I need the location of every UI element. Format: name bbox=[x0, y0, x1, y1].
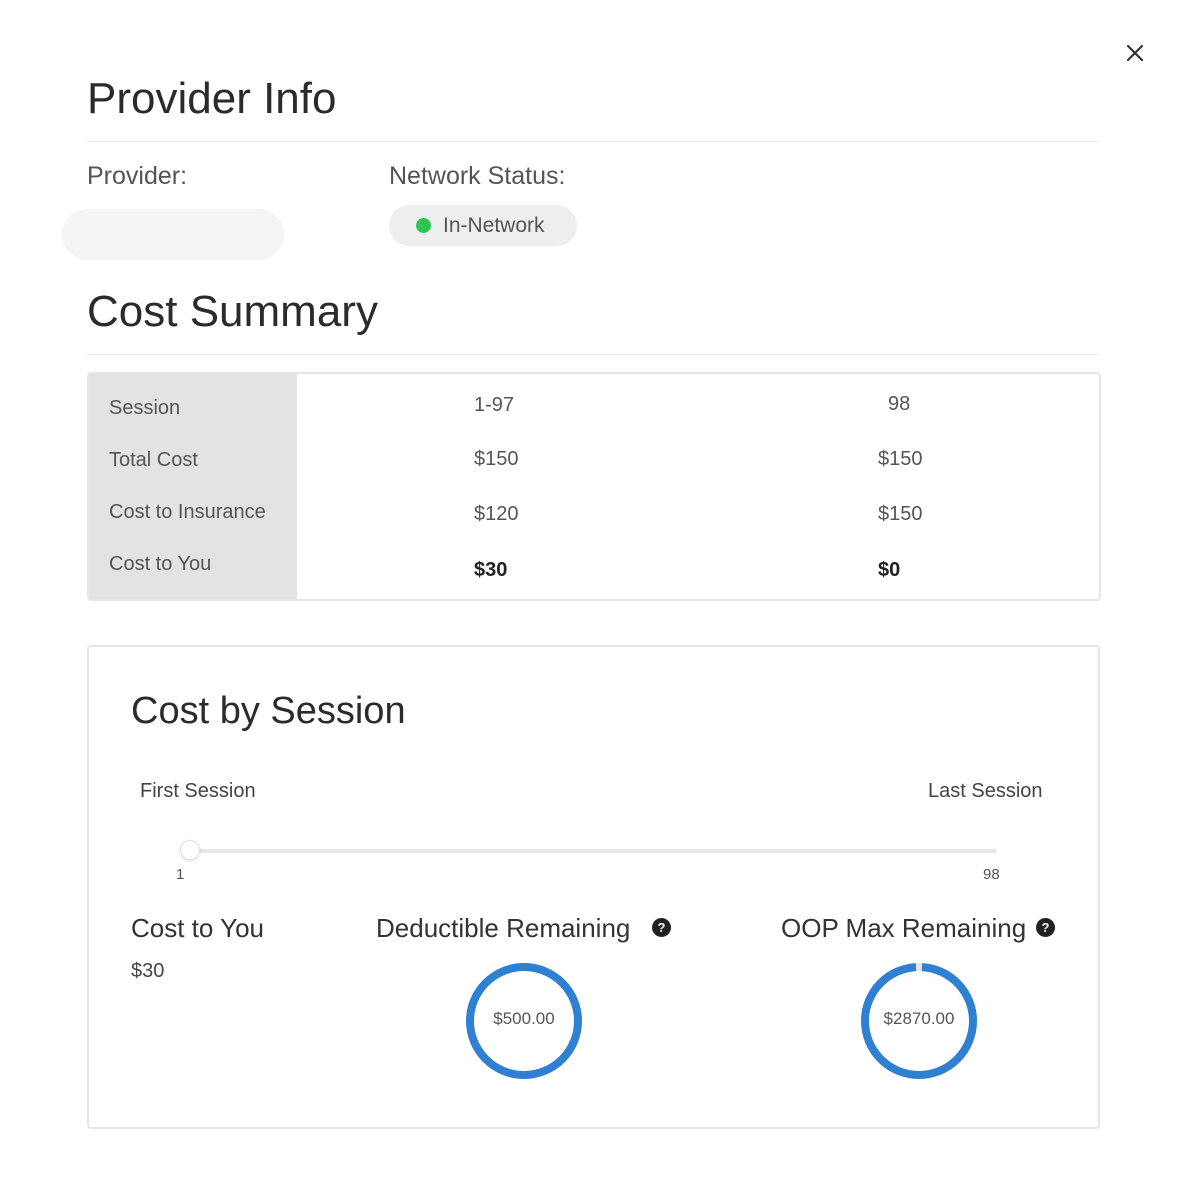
table-cell: 1-97 bbox=[474, 394, 515, 416]
provider-info-title: Provider Info bbox=[87, 74, 337, 123]
help-icon[interactable]: ? bbox=[652, 918, 671, 937]
last-session-label: Last Session bbox=[928, 780, 1043, 802]
deductible-donut-arc bbox=[466, 963, 582, 1079]
row-header-session: Session bbox=[109, 397, 181, 419]
cost-to-you-title: Cost to You bbox=[131, 913, 264, 943]
table-cell: $30 bbox=[474, 559, 508, 581]
table-cell: $0 bbox=[878, 559, 901, 581]
slider-max-label: 98 bbox=[983, 866, 1000, 883]
table-cell: $150 bbox=[474, 448, 519, 470]
row-header-cost-to-insurance: Cost to Insurance bbox=[109, 501, 266, 523]
session-slider-track[interactable] bbox=[189, 849, 997, 853]
provider-label: Provider: bbox=[87, 162, 188, 190]
deductible-remaining-title: Deductible Remaining bbox=[376, 913, 631, 943]
oop-max-donut-chart bbox=[861, 963, 977, 1079]
oop-max-donut-arc bbox=[861, 963, 977, 1079]
network-status-label: Network Status: bbox=[389, 162, 566, 190]
table-header-column: Session Total Cost Cost to Insurance Cos… bbox=[89, 374, 297, 599]
provider-name-placeholder bbox=[62, 209, 284, 260]
oop-max-remaining-title: OOP Max Remaining bbox=[781, 913, 1027, 943]
first-session-label: First Session bbox=[140, 780, 256, 802]
cost-by-session-panel: Cost by Session First Session Last Sessi… bbox=[87, 645, 1100, 1129]
divider bbox=[87, 141, 1099, 142]
oop-max-remaining-value: $2870.00 bbox=[883, 1009, 955, 1028]
table-cell: 98 bbox=[888, 393, 911, 415]
deductible-donut-chart bbox=[466, 963, 582, 1079]
cost-summary-title: Cost Summary bbox=[87, 287, 378, 336]
deductible-remaining-value: $500.00 bbox=[493, 1009, 555, 1028]
status-dot-icon bbox=[416, 218, 431, 233]
session-slider-handle[interactable] bbox=[180, 840, 200, 860]
table-cell: $150 bbox=[878, 448, 923, 470]
close-icon[interactable] bbox=[1118, 36, 1152, 70]
table-cell: $150 bbox=[878, 503, 923, 525]
divider bbox=[87, 354, 1099, 355]
cost-summary-table: Session Total Cost Cost to Insurance Cos… bbox=[87, 372, 1101, 601]
row-header-total-cost: Total Cost bbox=[109, 449, 198, 471]
network-status-badge: In-Network bbox=[389, 205, 577, 246]
cost-by-session-title: Cost by Session bbox=[131, 690, 406, 732]
table-cell: $120 bbox=[474, 503, 519, 525]
slider-min-label: 1 bbox=[176, 866, 185, 883]
help-icon[interactable]: ? bbox=[1036, 918, 1055, 937]
row-header-cost-to-you: Cost to You bbox=[109, 553, 212, 575]
network-status-text: In-Network bbox=[443, 213, 545, 237]
cost-to-you-value: $30 bbox=[131, 960, 165, 982]
